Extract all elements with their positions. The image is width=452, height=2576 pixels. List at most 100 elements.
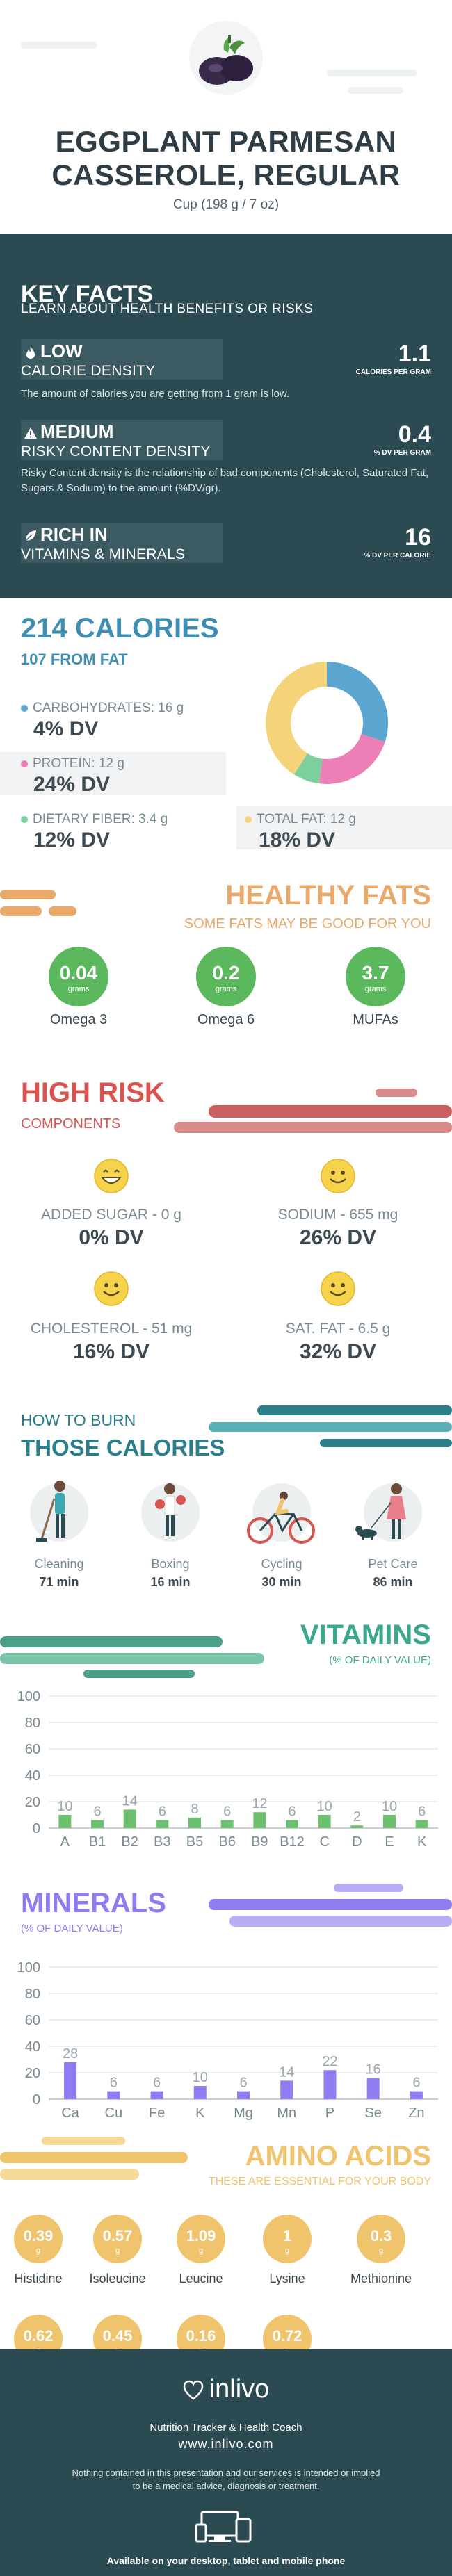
minerals-bar-chart: 0 20 40 60 80 100 28 Ca 6 Cu 6 Fe 10 K 6 Mg 14 Mn 22 P 16 Se… [17,1960,438,2120]
vitamin-value-label: 10 [317,1799,332,1814]
heart-logo-icon [183,2380,203,2400]
macro-label-text: DIETARY FIBER: 3.4 g [33,812,168,826]
minerals-title: MINERALS [21,1888,166,1918]
mineral-bar-P [323,2070,337,2099]
calories-title: 214 CALORIES [21,613,219,644]
fact-category: VITAMINS & MINERALS [21,546,186,562]
key-facts-title: KEY FACTS [21,281,154,307]
cleaning-icon [36,1481,65,1542]
vitamin-y-tick-label: 20 [25,1795,40,1810]
fact-level-suffix: IN [89,524,108,545]
mineral-value-label: 6 [110,2076,118,2091]
footer-tagline: Nutrition Tracker & Health Coach [150,2422,302,2434]
risk-dv: 16% DV [72,1340,150,1363]
amino-acid-name: Histidine [14,2272,63,2285]
vitamin-category-label: D [352,1834,362,1849]
amino-acid-unit: g [35,2247,41,2255]
amino-acid-name: Methionine [350,2272,412,2285]
mineral-value-label: 28 [63,2046,78,2062]
vitamin-bar-C [318,1815,331,1828]
vitamin-category-label: B1 [89,1834,106,1849]
page-title: EGGPLANT PARMESAN CASSEROLE, REGULAR [0,125,452,192]
vitamin-category-label: B12 [280,1834,305,1849]
cycling-icon [247,1492,315,1544]
vitamins-title: VITAMINS [300,1620,431,1650]
mineral-value-label: 6 [153,2076,161,2091]
fact-level: RICH IN [24,524,108,546]
vitamins-bar-chart: 0 20 40 60 80 100 10 A 6 B1 14 B2 6 B3 8 B5 6 B6 12 B9 6 B12… [17,1689,438,1849]
vitamin-value-label: 6 [223,1804,231,1820]
macro-dv: 12% DV [33,829,111,851]
fat-dot [245,815,252,823]
vitamin-category-label: A [60,1834,70,1849]
fact-level-text: RICH [40,524,85,545]
vitamin-bar-A [58,1815,72,1828]
footer-url[interactable]: www.inlivo.com [178,2437,274,2451]
fact-band [21,339,223,380]
healthy-fats-subtitle: SOME FATS MAY BE GOOD FOR YOU [184,916,431,931]
fact-level: LOW [24,341,83,362]
mineral-category-label: Cu [105,2105,123,2120]
decor-stripe [320,1439,452,1447]
devices-icon [195,2511,252,2543]
carbs-dot [21,704,28,712]
decor-stripe [209,1899,452,1910]
key-facts-subtitle: LEARN ABOUT HEALTH BENEFITS OR RISKS [21,302,314,316]
mineral-value-label: 14 [279,2064,294,2080]
donut-segments [265,662,388,784]
risk-name: CHOLESTEROL - 51 mg [30,1321,193,1337]
fat-name: Omega 6 [197,1012,255,1027]
fact-value: 0.4 [398,421,431,448]
macro-label-text: PROTEIN: 12 g [33,756,124,771]
boxing-icon [155,1483,186,1536]
vitamin-bar-B12 [286,1820,298,1828]
decor-stripe [0,2152,188,2163]
fat-value: 3.7 [362,962,389,984]
mineral-category-label: K [195,2105,205,2120]
fact-level-text: LOW [40,341,83,361]
amino-acid-value: 0.45 [102,2327,133,2345]
mineral-bar-Se [366,2078,380,2099]
amino-acid-value: 0.72 [272,2327,302,2345]
vitamin-value-label: 10 [57,1799,72,1814]
burn-activity-time: 86 min [373,1575,413,1589]
vitamin-category-label: E [385,1834,394,1849]
fact-category: RISKY CONTENT DENSITY [21,443,211,459]
vitamin-category-label: K [417,1834,427,1849]
fiber-dot [21,815,28,823]
decor-stripe [0,890,56,899]
vitamin-bar-B1 [91,1820,104,1828]
amino-acid-value-circle: 0.57 g [93,2215,142,2263]
amino-acid-unit: g [198,2247,204,2255]
decor-stripe [42,2137,125,2145]
amino-acid-unit: g [378,2247,384,2255]
vitamin-category-label: C [319,1834,329,1849]
fact-description: Risky Content density is the relationshi… [21,467,429,494]
vitamin-category-label: B5 [186,1834,203,1849]
smile-face-icon [94,1271,129,1306]
burn-activity-name: Cleaning [34,1557,84,1571]
footer: inlivo Nutrition Tracker & Health Coach … [0,2349,452,2576]
fat-value: 0.2 [212,962,240,984]
amino-acid-value: 0.57 [102,2227,133,2244]
vitamin-category-label: B2 [121,1834,138,1849]
burn-activity-name: Cycling [261,1557,302,1571]
fact-category: CALORIE DENSITY [21,363,156,379]
mineral-category-label: Mn [277,2105,296,2120]
fact-unit: % DV PER GRAM [373,449,431,457]
high-risk-subtitle: COMPONENTS [21,1116,121,1132]
vitamin-value-label: 10 [382,1799,397,1814]
decor-stripe [334,1884,403,1892]
chart-bars: 10 A 6 B1 14 B2 6 B3 8 B5 6 B6 12 B9 6 B12 10 C 2 D 10 E 6 K [57,1793,428,1849]
amino-acid-value-circle: 1.09 g [177,2215,225,2263]
flame-icon [26,346,35,359]
grin-face-icon [94,1159,129,1193]
vitamin-y-tick-label: 80 [25,1715,40,1731]
decor-stripe [257,1405,452,1415]
decor-stripe [376,1089,417,1097]
amino-acid-value: 1 [282,2227,292,2244]
footer-disclaimer: Nothing contained in this presentation a… [72,2468,380,2491]
vitamin-value-label: 8 [191,1802,198,1817]
mineral-bar-Mg [237,2091,250,2099]
mineral-y-tick-label: 100 [17,1960,40,1975]
